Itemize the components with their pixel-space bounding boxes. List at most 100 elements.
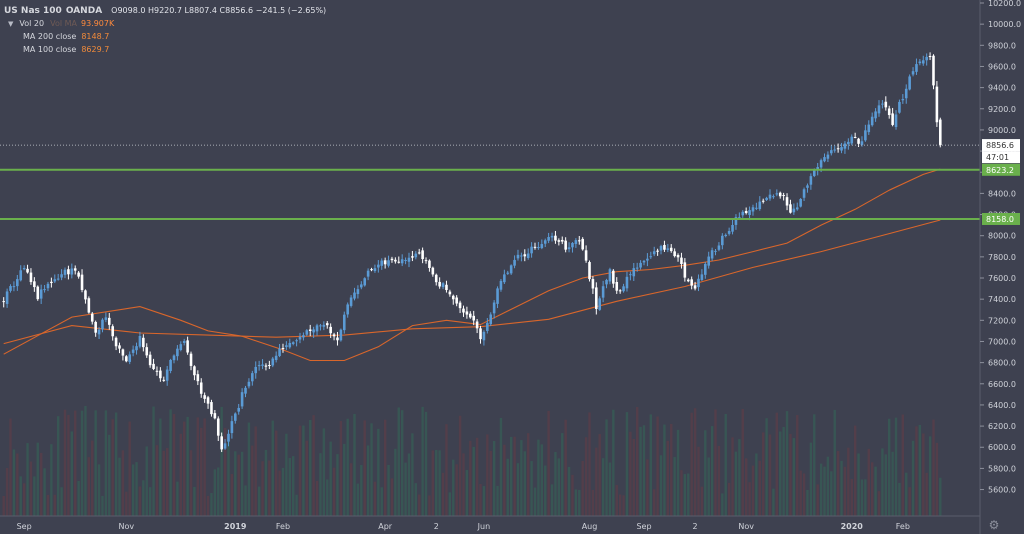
candle-body — [414, 253, 418, 258]
price-axis[interactable]: 5600.0 5800.0 6000.0 6200.0 6400.0 6600.0 6800… — [979, 0, 1024, 534]
volume-bar — [748, 482, 751, 516]
candle-body — [639, 262, 642, 268]
volume-bar — [608, 462, 612, 516]
candle-body — [394, 259, 397, 262]
volume-bar — [366, 445, 370, 516]
volume-bar — [363, 420, 366, 516]
volume-bar — [12, 449, 16, 516]
candle-body — [486, 322, 489, 331]
candle-body — [932, 55, 935, 86]
ma200-line — [3, 219, 941, 345]
volume-bar — [16, 453, 19, 516]
chevron-down-icon[interactable]: ▼ — [8, 19, 14, 28]
candle-body — [673, 251, 676, 257]
volume-bar — [693, 408, 697, 516]
candle-body — [189, 353, 193, 366]
volume-bar — [210, 493, 213, 516]
legend-symbol-row[interactable]: US Nas 100 OANDA O9098.0 H9220.7 L8807.4… — [4, 4, 326, 17]
candle-body — [635, 267, 639, 269]
y-tick-label: 8400.0 — [988, 189, 1016, 198]
legend-volume-row[interactable]: ▼ Vol 20 Vol MA 93.907K — [4, 17, 326, 30]
volume-bar — [840, 460, 843, 516]
x-tick-label: 2 — [434, 522, 439, 531]
candle-body — [884, 101, 888, 108]
candle-body — [445, 284, 448, 291]
time-axis[interactable]: Sep Nov 2019 Feb Apr 2 Jun Aug Sep 2 Nov 2020 Feb — [0, 515, 980, 531]
candle-body — [911, 71, 915, 75]
candle-body — [125, 356, 128, 362]
candle-body — [84, 290, 87, 300]
y-tick-label: 7400.0 — [988, 295, 1016, 304]
candle-body — [560, 239, 564, 242]
candle-body — [690, 279, 693, 286]
volume-bar — [629, 431, 632, 516]
gear-icon[interactable]: ⚙ — [988, 518, 1000, 532]
candle-body — [499, 280, 503, 290]
candle-body — [792, 208, 796, 213]
volume-bar — [189, 450, 193, 516]
candle-body — [118, 345, 121, 349]
volume-bar — [360, 465, 363, 516]
volume-bar — [707, 457, 710, 516]
volume-bar — [826, 456, 830, 516]
x-tick-label: Nov — [118, 522, 134, 531]
volume-bar — [731, 437, 734, 516]
volume-bar — [561, 433, 564, 516]
volume-bar — [666, 440, 670, 516]
price-axis-bg — [980, 0, 1024, 534]
legend-ma100-row[interactable]: MA 100 close 8629.7 — [4, 43, 326, 56]
candle-body — [843, 143, 847, 149]
volume-bar — [165, 448, 169, 516]
volume-bar — [217, 467, 220, 516]
volume-bar — [533, 487, 537, 516]
candle-body — [434, 274, 438, 283]
volume-bar — [292, 456, 295, 516]
volume-bar — [230, 474, 234, 516]
candle-body — [925, 56, 928, 61]
candle-body — [577, 240, 581, 242]
candle-body — [244, 387, 247, 394]
volume-bar — [632, 438, 635, 516]
candle-body — [812, 170, 816, 176]
y-tick-label: 7800.0 — [988, 253, 1016, 262]
volume-bar — [554, 452, 557, 516]
ma100-value: 8629.7 — [81, 44, 110, 54]
volume-bar — [138, 486, 142, 516]
candle-body — [240, 392, 244, 407]
volume-bar — [513, 436, 516, 516]
candle-body — [751, 207, 755, 212]
candle-body — [915, 64, 918, 72]
candle-body — [332, 334, 336, 337]
candle-body — [397, 261, 401, 263]
legend-ma200-row[interactable]: MA 200 close 8148.7 — [4, 30, 326, 43]
candle-body — [533, 246, 537, 248]
volume-bar — [836, 451, 840, 516]
volume-bar — [257, 486, 261, 516]
volume-bar — [94, 410, 97, 516]
volume-bar — [353, 413, 356, 516]
candle-body — [199, 382, 203, 394]
volume-bar — [530, 461, 533, 516]
candle-body — [683, 262, 687, 278]
candle-body — [799, 198, 802, 207]
volume-bar — [618, 494, 622, 516]
horizontal-levels[interactable] — [0, 144, 980, 220]
candle-body — [506, 272, 510, 274]
candle-body — [564, 240, 567, 250]
volume-bar — [574, 489, 578, 516]
volume-bar — [492, 441, 496, 516]
volume-bar — [789, 433, 792, 516]
candle-body — [881, 103, 884, 105]
symbol-name[interactable]: US Nas 100 — [4, 5, 62, 16]
volume-bar — [649, 414, 652, 516]
volume-bar — [39, 452, 43, 516]
volume-bar — [77, 480, 80, 516]
volume-bar — [343, 443, 346, 516]
volume-bar — [251, 445, 254, 516]
volume-bar — [268, 460, 271, 516]
candle-body — [9, 286, 12, 291]
volume-bar — [227, 437, 230, 516]
volume-bar — [523, 451, 526, 516]
